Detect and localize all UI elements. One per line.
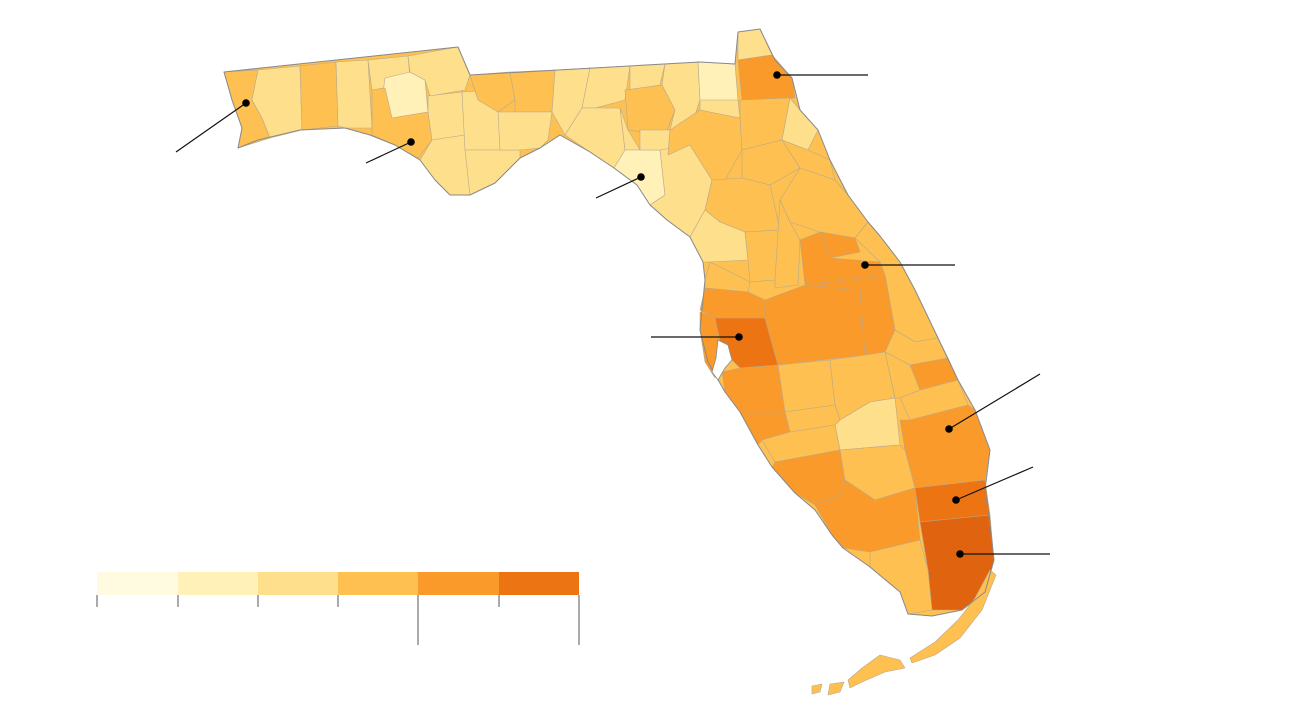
county-suwannee	[624, 84, 676, 136]
callout-panama-city	[365, 138, 415, 164]
callout-jacksonville	[773, 71, 868, 79]
city-marker	[956, 550, 964, 558]
keys-middle	[847, 654, 906, 689]
leader-line	[948, 373, 1041, 430]
county-st-johns	[781, 97, 819, 151]
legend-swatch-4	[338, 572, 418, 595]
county-polk	[764, 284, 866, 366]
city-marker	[952, 496, 960, 504]
callout-gainesville	[595, 173, 645, 199]
county-walton	[335, 59, 373, 129]
leader-line	[175, 102, 247, 153]
leader-line	[595, 176, 642, 199]
county-charlotte	[761, 424, 841, 463]
city-marker	[945, 425, 953, 433]
color-legend	[96, 572, 580, 645]
callout-west-palm-beach	[945, 373, 1041, 433]
county-franklin	[464, 149, 521, 196]
keys-lower-1	[827, 681, 845, 696]
county-calhoun	[427, 91, 466, 141]
county-nassau	[737, 28, 773, 61]
county-flagler	[781, 139, 836, 181]
county-putnam	[741, 139, 801, 186]
callout-tampa	[651, 333, 743, 341]
city-marker	[242, 99, 250, 107]
callout-fort-lauderdale	[952, 466, 1034, 504]
tampa-bay-water	[711, 339, 733, 381]
county-duval	[737, 54, 796, 101]
county-gadsden	[469, 71, 516, 113]
florida-keys	[811, 569, 997, 696]
legend-swatch-2	[178, 572, 258, 595]
county-lake	[774, 199, 801, 289]
state-outline	[223, 28, 995, 617]
city-marker	[407, 138, 415, 146]
county-monroe-mainland	[869, 539, 933, 615]
county-martin	[899, 379, 969, 421]
callout-orlando	[861, 261, 955, 269]
county-sumter	[744, 229, 781, 283]
legend-swatch-1	[97, 572, 178, 595]
callouts	[175, 71, 1050, 558]
callout-pensacola	[175, 99, 250, 153]
city-marker	[773, 71, 781, 79]
city-marker	[735, 333, 743, 341]
keys-lower-2	[811, 683, 823, 695]
city-marker	[861, 261, 869, 269]
county-manatee	[721, 364, 786, 413]
county-wakulla	[497, 111, 553, 151]
legend-swatch-3	[258, 572, 338, 595]
county-hardee	[777, 359, 836, 413]
county-leon	[509, 69, 556, 113]
legend-swatch-6	[499, 572, 579, 595]
county-patches	[223, 28, 995, 615]
callout-miami	[956, 550, 1050, 558]
city-marker	[637, 173, 645, 181]
leader-line	[955, 466, 1034, 501]
keys-upper	[909, 569, 997, 664]
county-okaloosa	[299, 61, 339, 131]
legend-swatch-5	[418, 572, 499, 595]
leader-line	[365, 141, 412, 164]
